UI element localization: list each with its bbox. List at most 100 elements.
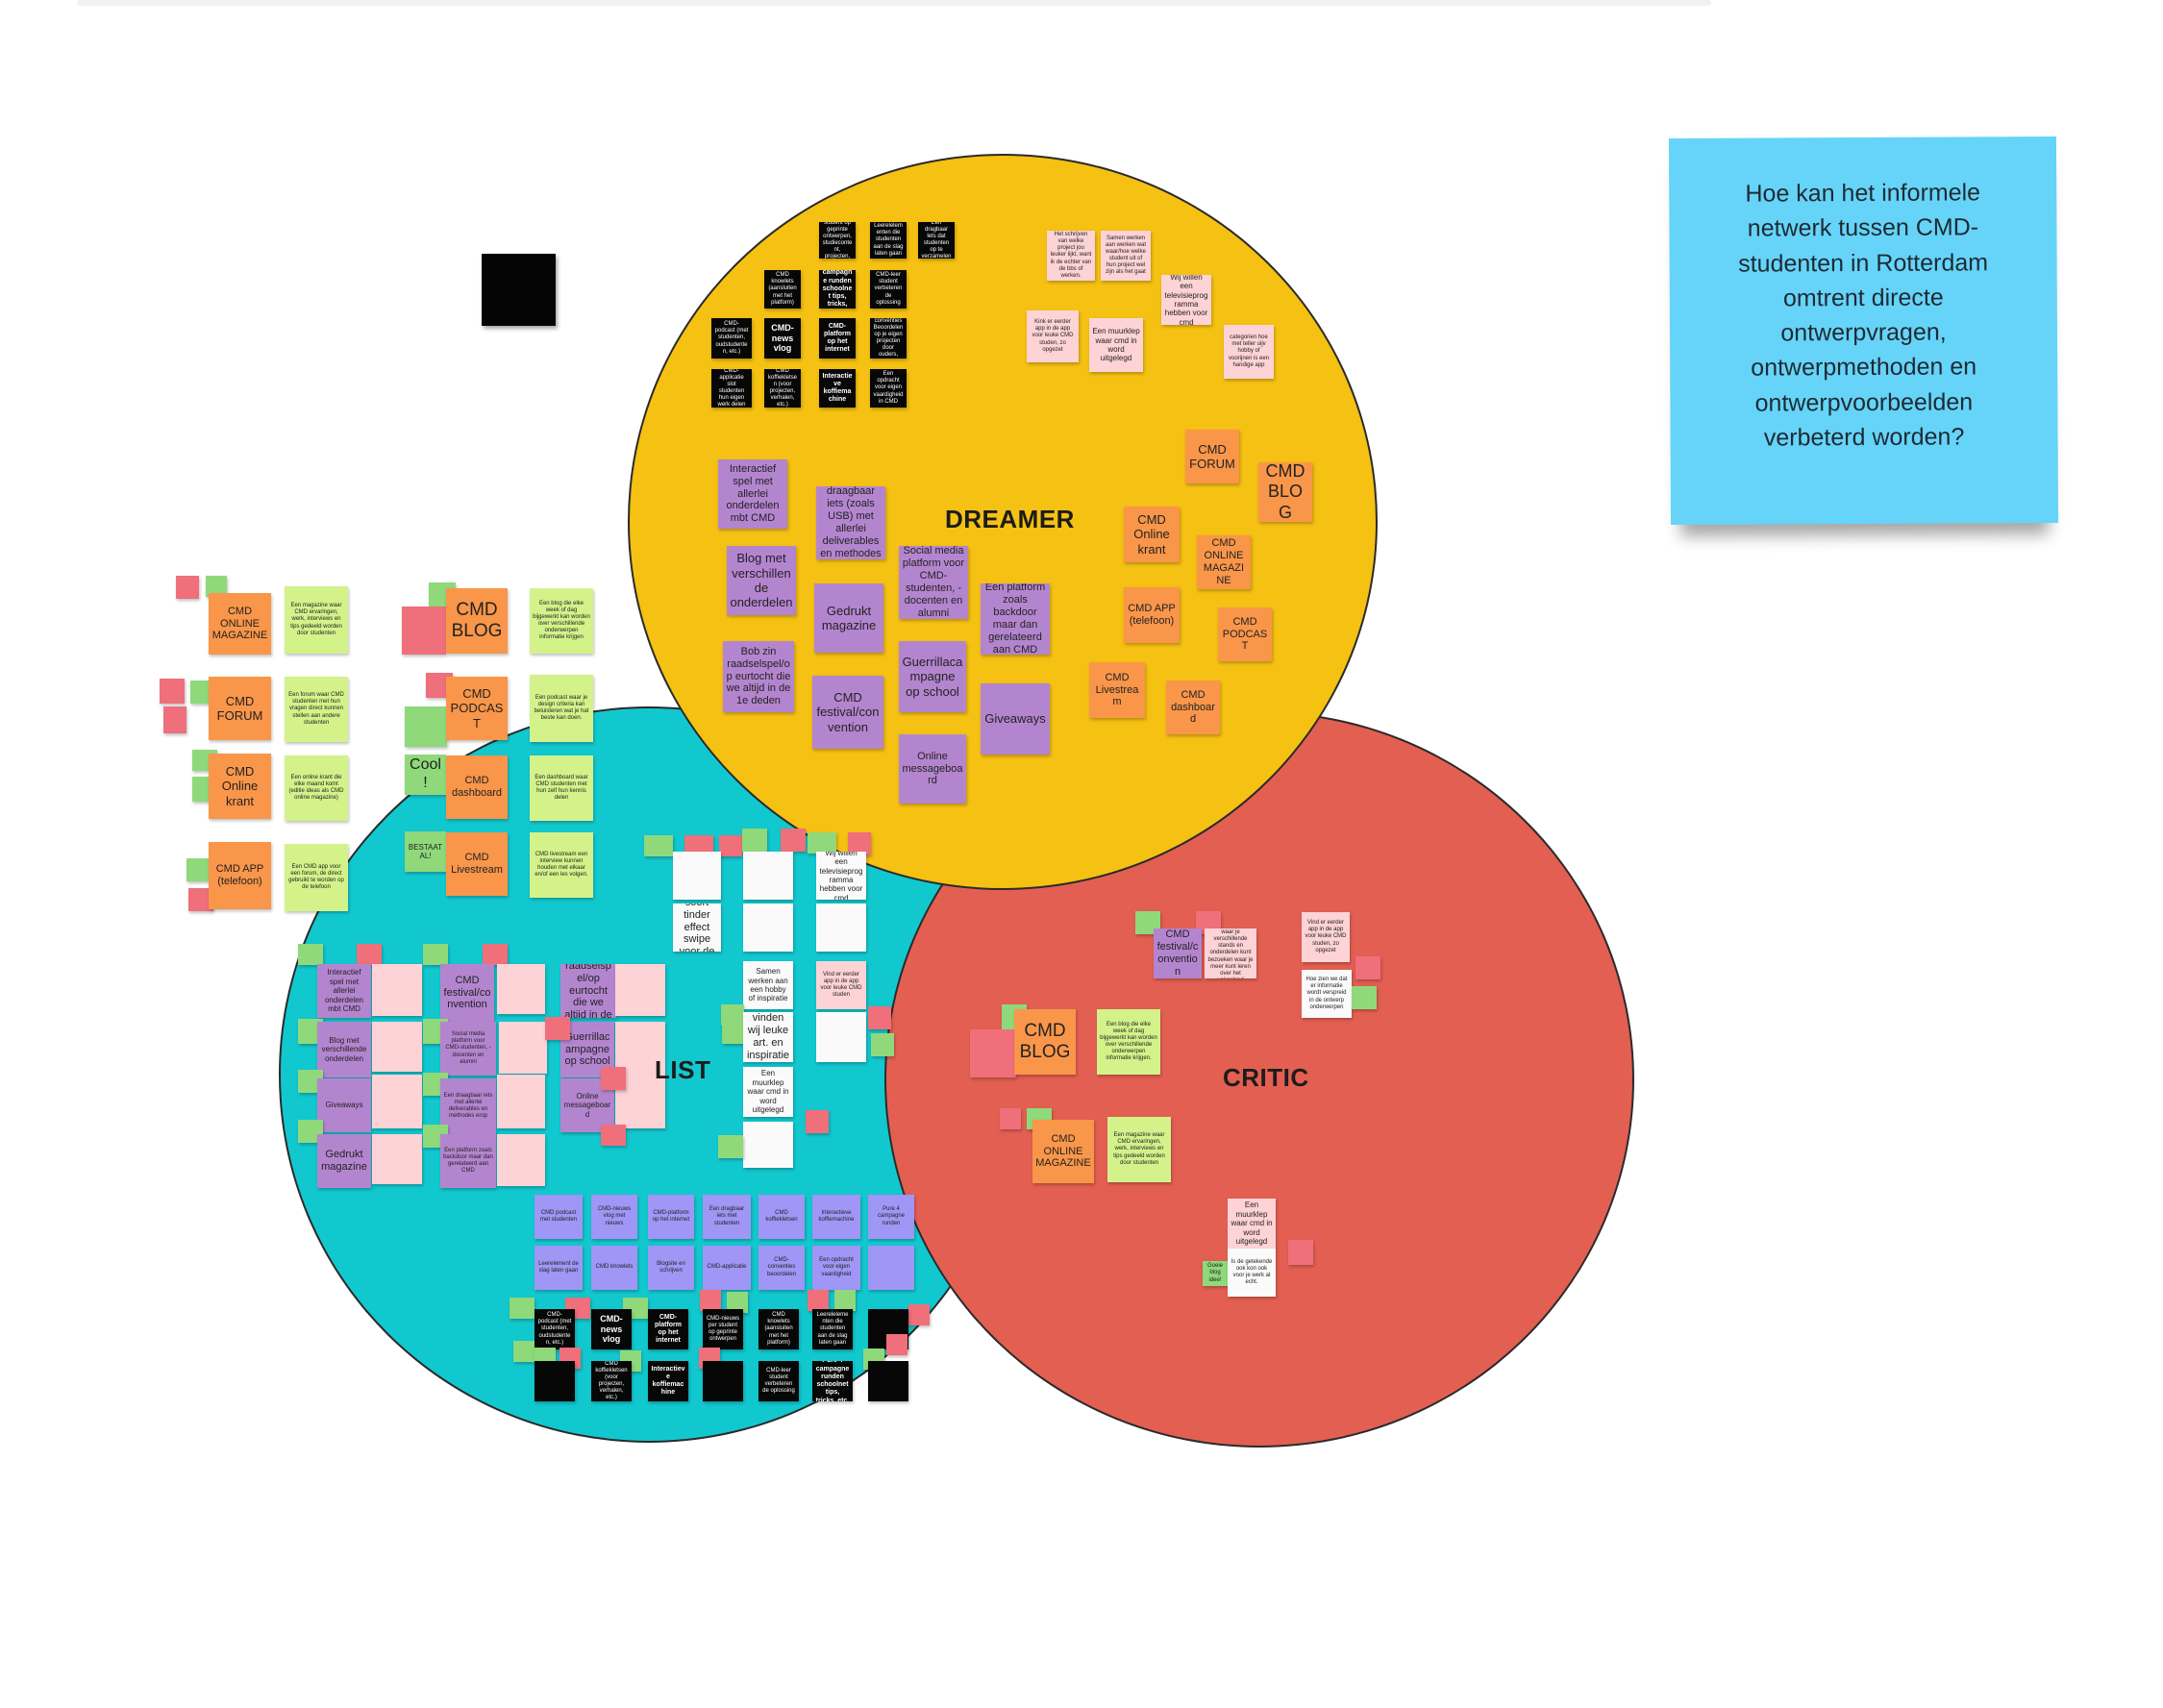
sticky-note[interactable]: CMD-nieuws per student op geprinte ontwe… [819, 222, 856, 259]
sticky-note[interactable] [372, 1022, 422, 1072]
sticky-note[interactable]: Pure 4 campagne runden schoolnet tips, t… [812, 1361, 853, 1401]
sticky-note[interactable]: Guerrillacampagne op school [899, 641, 966, 712]
sticky-note[interactable]: Pure 4 campagne runden schoolnet tips, t… [819, 270, 856, 309]
sticky-note[interactable]: Goeie blog idee! [1203, 1261, 1228, 1286]
sticky-note[interactable] [615, 1022, 665, 1076]
sticky-note[interactable] [722, 1021, 745, 1044]
sticky-note[interactable]: Social media platform voor CMD-studenten… [440, 1022, 496, 1076]
sticky-note[interactable] [372, 1075, 422, 1128]
sticky-note[interactable]: Een blog die elke week of dag bijgewerkt… [530, 588, 593, 654]
sticky-note[interactable]: CMD festival/convention [812, 676, 883, 749]
sticky-note[interactable] [545, 1017, 570, 1040]
sticky-note[interactable]: CMD livestream een interview kunnen houd… [530, 832, 593, 898]
sticky-note[interactable]: Een forum waar CMD studenten met hun vra… [285, 677, 348, 742]
sticky-note[interactable] [743, 852, 793, 900]
sticky-note[interactable]: CMD-platform op het internet [648, 1195, 694, 1239]
sticky-note[interactable]: CMD knowlets (aansluiten met het platfor… [764, 270, 801, 309]
sticky-note[interactable]: CMD PODCAST [1218, 607, 1272, 661]
sticky-note[interactable]: CMD Livestream [1089, 662, 1145, 718]
sticky-note[interactable]: categorien hoe met teller uijv hobby of … [1224, 325, 1274, 379]
sticky-note[interactable]: Een platform zoals backdoor maar dan ger… [981, 583, 1050, 655]
sticky-note[interactable]: CMD-applicatie slot studenten hun eigen … [711, 369, 752, 408]
sticky-note[interactable]: Interactief spel met allerlei onderdelen… [317, 964, 371, 1018]
sticky-note[interactable]: BESTAAT AL! [405, 831, 446, 872]
sticky-note[interactable] [402, 606, 446, 655]
sticky-note[interactable] [644, 835, 673, 856]
sticky-note[interactable]: CMD-news vlog [591, 1309, 632, 1349]
sticky-note[interactable] [163, 706, 186, 733]
sticky-note[interactable]: CMD-conventies Beoordelen op je eigen pr… [870, 318, 907, 359]
sticky-note[interactable]: Samen werken aan werken wat waar/hoe wel… [1101, 231, 1151, 281]
sticky-note[interactable] [160, 679, 185, 704]
sticky-note[interactable] [497, 1134, 545, 1186]
sticky-note[interactable] [405, 706, 447, 747]
sticky-note[interactable]: Vind er eerder app in de app voor leuke … [1302, 912, 1350, 962]
sticky-note[interactable] [1352, 986, 1377, 1009]
sticky-note[interactable] [372, 964, 422, 1016]
sticky-note[interactable] [186, 858, 211, 881]
sticky-note[interactable]: CMD-applicatie [703, 1246, 751, 1290]
sticky-note[interactable]: CMD PODCAST [446, 677, 508, 740]
sticky-note[interactable]: Het schrijven van welke project jou leuk… [1047, 231, 1095, 281]
research-question-note[interactable]: Hoe kan het informele netwerk tussen CMD… [1668, 136, 2059, 526]
sticky-note[interactable] [497, 964, 545, 1014]
sticky-note[interactable]: CMD-podcast (met studenten, oudstudenten… [711, 318, 752, 359]
sticky-note[interactable]: CMD koffiekletsen [758, 1195, 805, 1239]
sticky-note[interactable]: Leerelelementen die studenten aan de sla… [812, 1309, 853, 1349]
sticky-note[interactable] [834, 1290, 856, 1311]
sticky-note[interactable]: CMD BLOG [1258, 462, 1312, 522]
sticky-note[interactable] [1355, 956, 1380, 979]
sticky-note[interactable]: Leerelelementen die studenten aan de sla… [870, 222, 907, 259]
sticky-note[interactable] [719, 835, 742, 856]
sticky-note[interactable]: Kings dream waar je verschillende stands… [1205, 928, 1256, 978]
sticky-note[interactable]: CMD-leer student verbeteren de oplossing [758, 1361, 799, 1401]
sticky-note[interactable]: Interactieve koffiemachine [648, 1361, 688, 1401]
sticky-note[interactable]: CMD Online krant [209, 754, 271, 819]
sticky-note[interactable] [743, 1122, 793, 1168]
sticky-note[interactable]: Wij willen een televisieprogramma hebben… [1161, 275, 1211, 325]
sticky-note[interactable]: Interactieve koffiemachine [812, 1195, 860, 1239]
sticky-note[interactable] [1288, 1240, 1313, 1265]
sticky-note[interactable] [510, 1298, 535, 1319]
sticky-note[interactable] [176, 576, 199, 599]
sticky-note[interactable] [700, 1290, 721, 1311]
sticky-note[interactable] [497, 1075, 545, 1128]
sticky-note[interactable] [423, 944, 448, 965]
sticky-note[interactable] [513, 1341, 535, 1362]
sticky-note[interactable]: Is de getekende ook kon ook voor je werk… [1228, 1249, 1276, 1297]
sticky-note[interactable] [886, 1334, 907, 1355]
sticky-note[interactable]: CMD ONLINE MAGAZINE [1032, 1120, 1094, 1183]
black-card[interactable] [482, 254, 556, 326]
sticky-note[interactable] [499, 1022, 547, 1074]
sticky-note[interactable]: Een dragbaar lets dat studenten op te ve… [918, 222, 955, 259]
sticky-note[interactable] [718, 1135, 743, 1158]
sticky-note[interactable] [806, 1110, 829, 1133]
sticky-note[interactable]: Vind er eerder app in de app voor leuke … [816, 961, 866, 1009]
sticky-note[interactable]: Giveaways [317, 1078, 371, 1132]
sticky-note[interactable]: Interactief spel met allerlei onderdelen… [718, 459, 787, 529]
sticky-note[interactable] [868, 1006, 891, 1029]
sticky-note[interactable]: CMD-nieuws per student op geprinte ontwe… [703, 1309, 743, 1349]
sticky-note[interactable]: Een podcast waar je design criteria kan … [530, 675, 593, 742]
sticky-note[interactable]: Wij willen een televisieprogramma hebben… [816, 852, 866, 900]
sticky-note[interactable]: CMD Online krant [1124, 507, 1180, 562]
sticky-note[interactable] [742, 829, 767, 852]
sticky-note[interactable] [816, 1012, 866, 1062]
sticky-note[interactable] [601, 1125, 626, 1146]
sticky-note[interactable]: Samen werken aan een hobby of inspiratie [743, 961, 793, 1009]
sticky-note[interactable] [206, 576, 227, 597]
sticky-note[interactable] [816, 904, 866, 952]
sticky-note[interactable]: CMD festival/convention [1154, 928, 1202, 978]
sticky-note[interactable] [372, 1134, 422, 1184]
sticky-note[interactable] [535, 1361, 575, 1401]
sticky-note[interactable]: Social media platform voor CMD-studenten… [899, 546, 968, 619]
sticky-note[interactable]: CMD APP (telefoon) [209, 842, 271, 909]
sticky-note[interactable] [298, 944, 323, 965]
sticky-note[interactable]: CMD FORUM [1185, 430, 1239, 483]
sticky-note[interactable]: Een magazine waar CMD ervaringen, werk, … [285, 586, 348, 654]
sticky-note[interactable]: Een online krant die elke maand komt (ed… [285, 755, 348, 821]
sticky-note[interactable]: CMD BLOG [446, 588, 508, 654]
sticky-note[interactable]: Interactieve koffiemachine [819, 369, 856, 408]
sticky-note[interactable]: Bob zin raadselspel/op eurtocht die we a… [723, 641, 794, 712]
sticky-note[interactable]: CMD knowlets (aansluiten met het platfor… [758, 1309, 799, 1349]
